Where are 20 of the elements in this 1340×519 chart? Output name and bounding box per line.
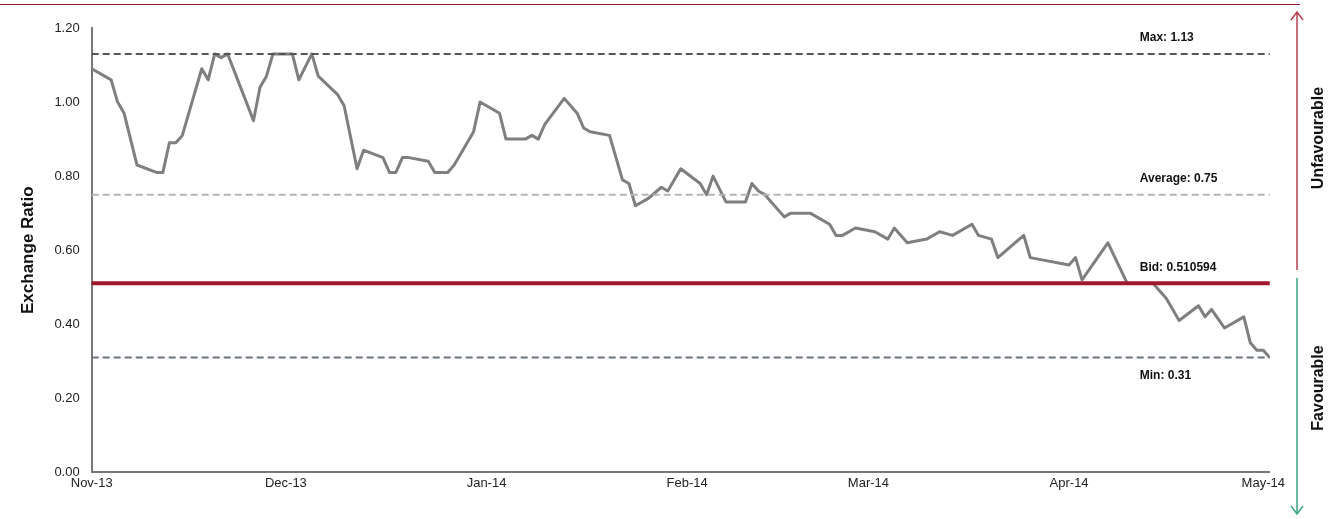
y-tick-label: 0.00 <box>54 463 80 479</box>
x-tick-label: Feb-14 <box>666 474 708 490</box>
y-tick-label: 1.20 <box>54 19 80 35</box>
y-tick-label: 0.80 <box>54 167 80 183</box>
ref-line-label: Average: 0.75 <box>1139 170 1218 185</box>
x-tick-label: Jan-14 <box>466 474 507 490</box>
ref-line-label: Min: 0.31 <box>1139 367 1192 382</box>
x-tick-label: Dec-13 <box>264 474 307 490</box>
text: Unfavourable <box>1309 86 1327 190</box>
y-axis-title: Exchange Ratio <box>17 186 37 314</box>
ref-line-label: Max: 1.13 <box>1139 30 1195 45</box>
y-tick-label: 1.00 <box>54 93 80 109</box>
x-tick-label: May-14 <box>1241 474 1285 490</box>
ref-line-label: Bid: 0.510594 <box>1139 259 1217 274</box>
x-tick-label: Mar-14 <box>847 474 890 490</box>
y-tick-label: 0.60 <box>54 241 80 257</box>
x-tick-label: Apr-14 <box>1049 474 1089 490</box>
text: Favourable <box>1309 345 1327 431</box>
y-tick-label: 0.40 <box>54 315 80 331</box>
y-tick-label: 0.20 <box>54 389 80 405</box>
